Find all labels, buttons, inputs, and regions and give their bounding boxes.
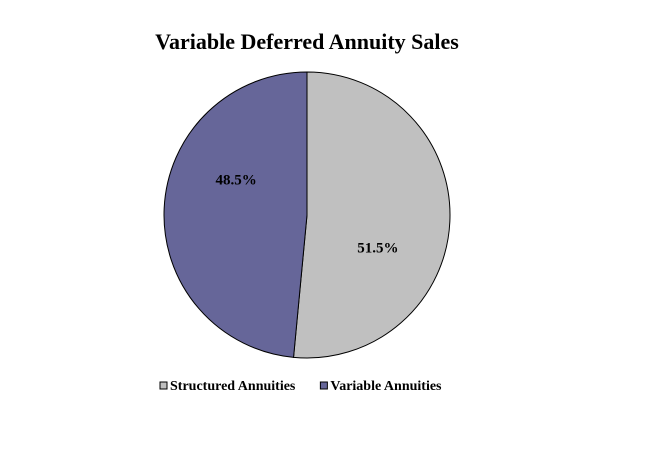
legend-swatch [319,381,328,390]
data-label: 48.5% [215,172,256,188]
legend-label: Structured Annuities [170,379,296,394]
pie-slice [292,71,451,359]
legend-label: Variable Annuities [330,379,442,394]
pie-slice [163,71,308,358]
data-label: 51.5% [357,240,398,256]
chart-title: Variable Deferred Annuity Sales [155,29,459,54]
legend-swatch [159,381,168,390]
